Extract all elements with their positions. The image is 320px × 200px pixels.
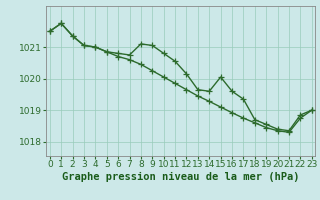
X-axis label: Graphe pression niveau de la mer (hPa): Graphe pression niveau de la mer (hPa): [62, 172, 300, 182]
